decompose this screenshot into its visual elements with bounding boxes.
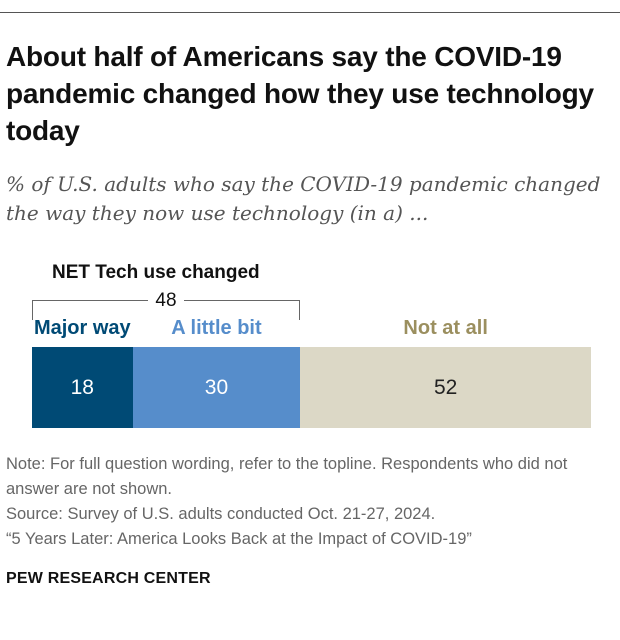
chart-title: About half of Americans say the COVID-19… (6, 41, 594, 146)
note-text: Note: For full question wording, refer t… (6, 455, 568, 498)
net-value: 48 (148, 290, 184, 312)
footnote: Note: For full question wording, refer t… (6, 452, 616, 552)
bar-segment-a-little-bit: 30 (132, 347, 301, 428)
data-label: 30 (204, 375, 229, 399)
category-label: Major way (33, 317, 131, 339)
bar-segment-not-at-all: 52 (300, 347, 591, 428)
data-label: 52 (433, 375, 458, 399)
chart-subtitle: % of U.S. adults who say the COVID-19 pa… (6, 172, 601, 225)
stacked-bar: 18 30 52 (32, 347, 591, 428)
top-rule (0, 12, 620, 13)
data-label: 18 (70, 375, 94, 399)
pew-logo: PEW RESEARCH CENTER (6, 570, 211, 587)
net-label: NET Tech use changed (52, 262, 260, 283)
category-label: A little bit (171, 317, 262, 339)
bar-segment-major-way: 18 (32, 347, 133, 428)
category-label: Not at all (403, 317, 488, 339)
report-text: “5 Years Later: America Looks Back at th… (6, 530, 472, 548)
source-text: Source: Survey of U.S. adults conducted … (6, 505, 436, 523)
